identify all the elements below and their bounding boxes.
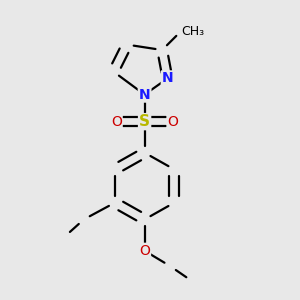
- Text: O: O: [139, 244, 150, 258]
- Text: O: O: [167, 115, 178, 129]
- Text: N: N: [139, 88, 150, 102]
- Text: N: N: [162, 71, 173, 85]
- Text: CH₃: CH₃: [181, 25, 204, 38]
- Text: O: O: [111, 115, 122, 129]
- Text: S: S: [139, 114, 150, 129]
